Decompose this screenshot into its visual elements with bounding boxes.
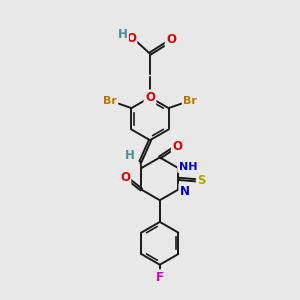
Text: NH: NH [178, 162, 197, 172]
Text: O: O [172, 140, 182, 153]
Text: N: N [180, 184, 190, 197]
Text: F: F [156, 271, 164, 284]
Text: H: H [118, 28, 128, 41]
Text: S: S [197, 174, 206, 187]
Text: H: H [125, 148, 135, 162]
Text: O: O [126, 32, 136, 45]
Text: Br: Br [183, 96, 197, 106]
Text: O: O [166, 33, 176, 46]
Text: Br: Br [103, 96, 117, 106]
Text: O: O [120, 171, 130, 184]
Text: O: O [145, 91, 155, 104]
